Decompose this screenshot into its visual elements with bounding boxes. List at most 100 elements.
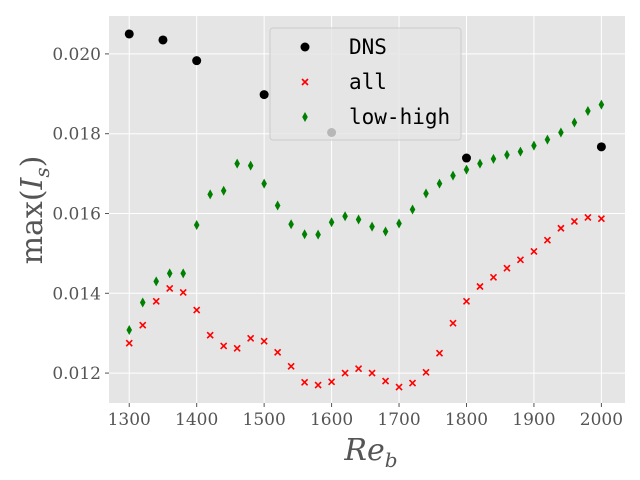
data-point-low-high — [423, 188, 429, 199]
legend-label-DNS: DNS — [349, 35, 387, 59]
data-point-all — [274, 348, 282, 356]
data-point-low-high — [166, 268, 173, 279]
y-tick-label: 0.016 — [52, 204, 101, 224]
data-point-all — [233, 344, 241, 352]
data-point-all — [449, 319, 457, 327]
data-point-low-high — [558, 127, 564, 138]
data-point-low-high — [598, 99, 605, 110]
data-point-all — [530, 247, 538, 255]
data-point-all — [341, 369, 349, 377]
data-point-all — [193, 306, 201, 314]
data-point-low-high — [342, 211, 348, 222]
data-point-all — [584, 213, 592, 222]
x-tick-label: 1400 — [175, 410, 218, 430]
y-tick-label: 0.020 — [52, 45, 101, 65]
data-point-all — [287, 362, 295, 370]
x-axis: 1300 1400 1500 1600 1700 1800 1900 2000 — [108, 403, 623, 430]
data-point-all — [206, 331, 214, 339]
data-point-low-high — [450, 170, 456, 181]
data-point-all — [179, 288, 187, 297]
legend-label-all: all — [349, 70, 387, 94]
data-point-all — [139, 321, 147, 329]
x-tick-label: 1700 — [377, 410, 420, 430]
data-point-all — [503, 264, 511, 272]
data-point-low-high — [396, 218, 402, 229]
data-point-all — [570, 217, 578, 226]
data-point-low-high — [207, 189, 213, 200]
data-point-low-high — [463, 164, 470, 175]
x-tick-label: 1600 — [310, 410, 353, 430]
data-point-all — [489, 273, 498, 281]
data-point-low-high — [301, 229, 308, 240]
data-point-low-high — [571, 117, 578, 128]
data-point-low-high — [544, 134, 551, 145]
data-point-all — [395, 383, 403, 391]
data-point-low-high — [288, 219, 294, 230]
y-axis-title-sub: s — [30, 167, 54, 177]
data-point-low-high — [126, 324, 133, 335]
legend-marker-low-high — [302, 112, 308, 122]
data-point-low-high — [369, 221, 375, 232]
data-point-low-high — [436, 178, 443, 189]
data-points — [124, 29, 606, 391]
data-point-low-high — [315, 229, 321, 240]
data-point-all — [220, 342, 228, 350]
data-point-low-high — [247, 160, 254, 171]
y-tick-label: 0.018 — [52, 125, 101, 145]
x-axis-title-sub: b — [385, 448, 398, 472]
data-point-all — [557, 224, 565, 232]
data-point-all — [152, 297, 160, 305]
data-point-all — [422, 368, 430, 376]
y-axis-title-pre: max( — [15, 189, 50, 264]
data-point-all — [355, 365, 363, 373]
data-point-all — [328, 378, 336, 386]
data-point-all — [476, 282, 484, 291]
data-point-DNS — [158, 35, 168, 45]
data-point-all — [125, 339, 133, 347]
data-point-all — [435, 349, 444, 357]
y-axis-title: max(Is) — [15, 156, 54, 265]
legend-frame — [269, 27, 462, 141]
legend-marker-all — [301, 78, 309, 86]
data-point-all — [462, 297, 471, 305]
legend-label-low-high: low-high — [349, 105, 450, 129]
y-tick-label: 0.012 — [52, 364, 101, 384]
x-tick-label: 1500 — [243, 410, 286, 430]
grid — [109, 16, 625, 403]
data-point-low-high — [139, 297, 146, 308]
legend-marker-DNS — [300, 42, 310, 52]
data-point-all — [247, 334, 255, 342]
x-tick-label: 2000 — [580, 410, 623, 430]
data-point-all — [301, 378, 309, 386]
data-point-all — [368, 369, 376, 377]
x-tick-label: 1300 — [108, 410, 151, 430]
data-point-DNS — [461, 153, 471, 163]
data-point-DNS — [192, 56, 202, 66]
data-point-DNS — [259, 90, 269, 100]
data-point-low-high — [274, 200, 281, 211]
data-point-DNS — [124, 29, 134, 39]
x-tick-label: 1900 — [512, 410, 555, 430]
series-low-high — [126, 99, 605, 335]
data-point-low-high — [531, 140, 537, 151]
data-point-all — [408, 379, 417, 387]
y-axis: 0.012 0.014 0.016 0.018 0.020 — [52, 45, 109, 384]
data-point-low-high — [261, 178, 267, 189]
data-point-all — [543, 236, 551, 244]
data-point-low-high — [382, 226, 389, 237]
data-point-all — [260, 337, 268, 345]
y-axis-title-post: ) — [15, 156, 50, 168]
data-point-low-high — [504, 149, 510, 160]
data-point-low-high — [517, 146, 524, 157]
y-tick-label: 0.014 — [52, 284, 101, 304]
data-point-low-high — [355, 214, 362, 225]
x-tick-label: 1800 — [445, 410, 488, 430]
data-point-low-high — [328, 217, 335, 228]
data-point-all — [166, 284, 174, 293]
data-point-low-high — [220, 185, 227, 196]
data-point-low-high — [234, 158, 240, 169]
x-axis-title-main: Re — [343, 433, 384, 468]
data-point-low-high — [477, 158, 483, 169]
data-point-low-high — [490, 153, 497, 164]
